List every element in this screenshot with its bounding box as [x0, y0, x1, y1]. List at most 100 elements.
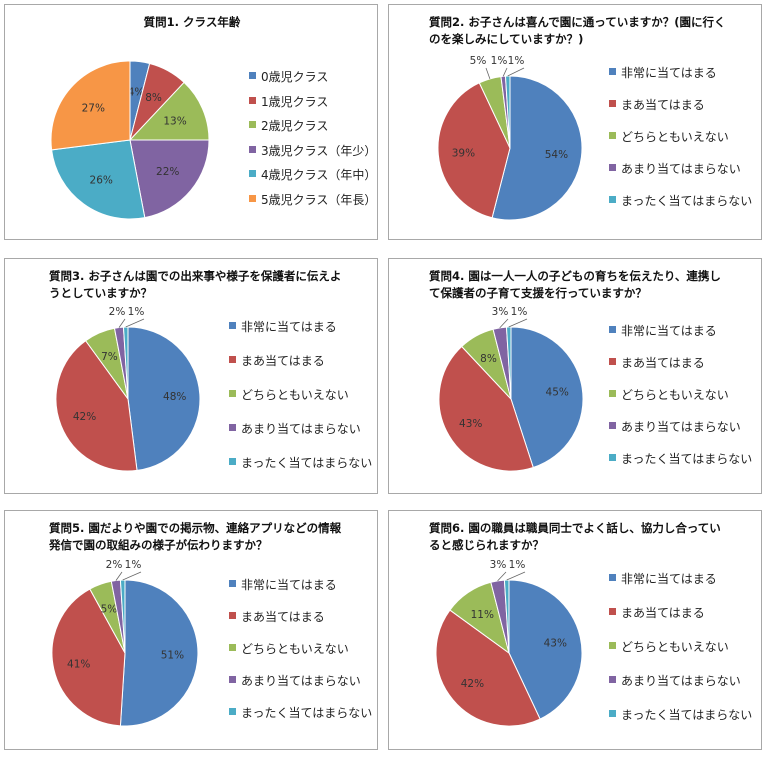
legend-label: 非常に当てはまる: [621, 324, 717, 338]
legend-label: どちらともいえない: [621, 388, 729, 402]
slice-label-3: 5%: [101, 603, 118, 615]
legend-label: まあ当てはまる: [241, 354, 325, 368]
pie-slice-5: [51, 139, 146, 220]
chart-title-q4: 質問4. 園は一人一人の子どもの育ちを伝えたり、連携して保護者の子育て支援を行っ…: [429, 269, 721, 300]
leader-line-3: [485, 67, 491, 80]
legend-swatch: [229, 580, 236, 587]
legend-swatch: [249, 72, 256, 79]
legend-swatch: [249, 121, 256, 128]
slice-label-5: 1%: [511, 306, 528, 318]
legend-swatch: [609, 608, 616, 615]
slice-label-3: 5%: [470, 55, 487, 67]
chart-panel-q4: 45% 43% 8% 3% 1% 質問4. 園は一人一人の子どもの育ちを伝えたり、連携し…: [388, 258, 762, 494]
slice-label-1: 48%: [163, 391, 186, 403]
legend-label: 2歳児クラス: [261, 119, 329, 133]
slice-label-1: 54%: [545, 149, 568, 161]
chart-title-q1: 質問1. クラス年齢: [143, 15, 241, 29]
legend-label: あまり当てはまらない: [241, 674, 361, 688]
leader-line-4: [502, 67, 508, 77]
pie-chart-q6: 43% 42% 11% 3% 1%: [435, 559, 583, 727]
legend-swatch: [249, 194, 256, 202]
legend-label: 非常に当てはまる: [241, 320, 337, 334]
slice-label-1: 51%: [161, 650, 184, 662]
legend-label: 非常に当てはまる: [621, 66, 717, 80]
pie-chart-q1: 4% 8%13% 22% 26% 27%: [50, 60, 210, 220]
slice-label-1: 43%: [544, 638, 567, 650]
legend-swatch: [609, 164, 616, 171]
pie-slice-6: [50, 60, 131, 151]
slice-label-4: 22%: [156, 166, 179, 178]
pie-slice-5: [503, 579, 510, 654]
slice-label-4: 1%: [491, 55, 508, 67]
leader-line-5: [506, 571, 526, 581]
slice-label-2: 41%: [67, 658, 90, 670]
legend-label: まったく当てはまらない: [621, 452, 753, 466]
leader-line-5: [125, 318, 145, 328]
chart-panel-q5: 51% 41% 5% 2% 1% 質問5. 園だよりや園での掲示物、連絡アプリなどの情報…: [4, 510, 378, 750]
legend-label: 非常に当てはまる: [241, 578, 337, 592]
legend-swatch: [229, 708, 236, 715]
slice-label-5: 1%: [125, 559, 142, 571]
pie-slice-2: [437, 82, 511, 219]
pie-slice-3: [128, 81, 210, 141]
legend-swatch: [229, 644, 236, 651]
chart-panel-q3: 48% 42% 7% 2% 1% 質問3. お子さんは園での出来事や様子を保護者に伝えよ…: [4, 258, 378, 494]
legend-swatch: [609, 390, 616, 397]
pie-slice-5: [119, 579, 126, 654]
legend-label: 非常に当てはまる: [621, 572, 717, 586]
pie-slice-1: [491, 75, 583, 221]
pie-chart-q3: 48% 42% 7% 2% 1%: [55, 306, 201, 472]
legend-swatch: [229, 424, 236, 431]
pie-slice-2: [438, 345, 534, 472]
legend-label: まったく当てはまらない: [621, 708, 753, 722]
pie-slice-2: [435, 609, 541, 727]
slice-label-5: 1%: [128, 306, 145, 318]
legend-swatch: [249, 145, 256, 153]
slice-label-4: 3%: [492, 306, 509, 318]
leader-line-4: [118, 318, 126, 328]
slice-label-5: 1%: [508, 55, 525, 67]
slice-label-2: 42%: [73, 411, 96, 423]
pie-slice-1: [127, 326, 201, 471]
leader-line-5: [122, 571, 142, 581]
slice-label-3: 8%: [480, 353, 497, 365]
legend-label: あまり当てはまらない: [621, 674, 741, 688]
legend-swatch: [229, 676, 236, 683]
legend-label: あまり当てはまらない: [241, 422, 361, 436]
legend-swatch: [609, 68, 616, 75]
pie-slice-2: [55, 340, 138, 472]
legend-label: まあ当てはまる: [621, 98, 705, 112]
pie-slice-1: [510, 326, 584, 469]
legend-swatch: [249, 96, 256, 104]
slice-label-5: 26%: [90, 175, 113, 187]
slice-label-3: 7%: [101, 351, 118, 363]
legend-label: まあ当てはまる: [621, 606, 705, 620]
pie-chart-q5: 51% 41% 5% 2% 1%: [51, 559, 199, 727]
slice-label-2: 43%: [459, 418, 482, 430]
slice-label-6: 27%: [82, 103, 105, 115]
chart-panel-q2: 54% 39% 5% 1% 1% 質問2. お子さんは喜んで園に通っていますか？(園に行…: [388, 4, 762, 240]
chart-title-q3: 質問3. お子さんは園での出来事や様子を保護者に伝えようとしていますか？: [49, 269, 342, 300]
legend-label: 3歳児クラス（年少）: [261, 143, 377, 158]
chart-panel-q1: 4% 8% 13% 22% 26% 27% 質問1. クラス年齢 0歳児クラス 1歳児クラス…: [4, 4, 378, 240]
legend-swatch: [609, 358, 616, 365]
slice-label-2: 8%: [145, 92, 162, 104]
legend-label: 1歳児クラス: [261, 94, 329, 109]
legend-swatch: [229, 458, 236, 465]
pie-chart-q2: 54% 39% 5% 1% 1%: [437, 55, 583, 221]
slice-label-5: 1%: [509, 559, 526, 571]
pie-slice-2: [51, 588, 126, 727]
pie-slice-1: [119, 579, 199, 727]
legend-label: 4歳児クラス（年中）: [261, 168, 377, 182]
slice-label-4: 2%: [109, 306, 126, 318]
pie-slice-4: [129, 139, 210, 219]
pie-chart-q4: 45% 43% 8% 3% 1%: [438, 306, 584, 472]
leader-line-4: [497, 571, 507, 582]
chart-panel-q6: 43% 42% 11% 3% 1% 質問6. 園の職員は職員同士でよく話し、協力し合って…: [388, 510, 762, 750]
legend-swatch: [229, 612, 236, 619]
legend-swatch: [249, 170, 256, 177]
legend-swatch: [609, 422, 616, 429]
legend-swatch: [229, 356, 236, 363]
chart-title-q6: 質問6. 園の職員は職員同士でよく話し、協力し合っていると感じられますか？: [429, 521, 721, 552]
slice-label-1: 4%: [128, 86, 145, 98]
